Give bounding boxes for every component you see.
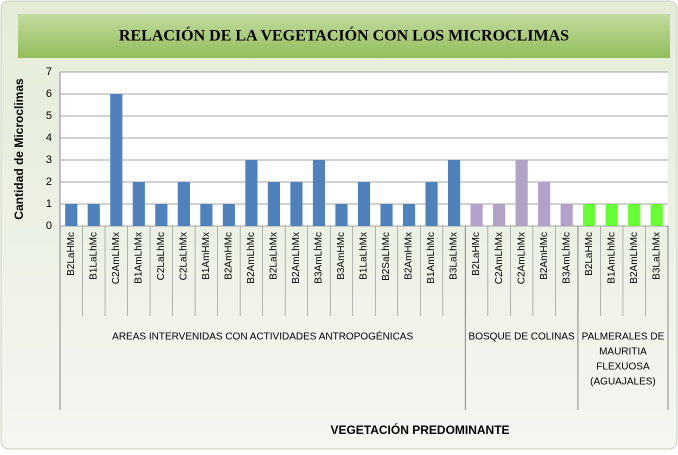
bar bbox=[605, 204, 618, 226]
bar bbox=[628, 204, 641, 226]
bar bbox=[425, 182, 438, 226]
bar bbox=[110, 94, 123, 226]
bar bbox=[357, 182, 371, 226]
x-tick-label: B3AmLhMc bbox=[314, 232, 325, 284]
bar bbox=[583, 204, 596, 226]
x-tick-label: B2AmHMc bbox=[224, 232, 235, 280]
x-tick-label: B3AmLhMc bbox=[561, 232, 572, 284]
bar bbox=[87, 204, 100, 226]
group-label: BOSQUE DE COLINAS bbox=[469, 332, 575, 343]
x-tick-label: B3AmHMc bbox=[336, 232, 347, 280]
bar bbox=[402, 204, 416, 226]
bar bbox=[515, 160, 528, 226]
group-label: AREAS INTERVENIDAS CON ACTIVIDADES ANTRO… bbox=[112, 330, 413, 343]
x-tick-label: B2AmLhMx bbox=[291, 232, 302, 284]
x-tick-label: C2AmLhMx bbox=[516, 232, 527, 284]
x-tick-label: C2LaLhMx bbox=[178, 232, 189, 280]
x-tick-label: B1AmLhMx bbox=[133, 232, 144, 284]
x-tick-label: B1AmHMx bbox=[201, 232, 212, 280]
x-tick-label: B1LaLhMc bbox=[88, 232, 99, 280]
x-tick-label: B2AmHMc bbox=[539, 232, 550, 280]
bar bbox=[650, 204, 663, 226]
bar bbox=[290, 182, 303, 226]
y-tick-label: 6 bbox=[46, 88, 52, 100]
bar bbox=[267, 182, 281, 226]
group-label: (AGUAJALES) bbox=[590, 377, 656, 388]
bar bbox=[177, 182, 190, 226]
bar bbox=[65, 204, 78, 226]
x-tick-label: B3LaLhMx bbox=[651, 232, 662, 280]
x-tick-label: B2LaHMc bbox=[471, 232, 482, 276]
bar bbox=[312, 160, 326, 226]
y-tick-label: 0 bbox=[46, 220, 52, 232]
y-tick-label: 5 bbox=[46, 110, 52, 122]
bar bbox=[132, 182, 145, 226]
x-tick-label: B1AmLhMc bbox=[426, 232, 437, 284]
bar bbox=[245, 160, 258, 226]
bar bbox=[200, 204, 213, 226]
x-tick-label: B2AmLhMc bbox=[246, 232, 257, 284]
bar bbox=[493, 204, 506, 226]
y-tick-label: 1 bbox=[46, 198, 52, 210]
x-tick-label: C2AmLhMx bbox=[111, 232, 122, 284]
x-tick-label: B2LaHMc bbox=[66, 232, 77, 276]
x-tick-label: B2AmHMx bbox=[404, 232, 415, 280]
bar bbox=[470, 204, 483, 226]
group-label: MAURITIA bbox=[599, 347, 647, 358]
y-tick-label: 2 bbox=[46, 176, 52, 188]
x-tick-label: C2LaLhMc bbox=[156, 232, 167, 280]
y-tick-label: 3 bbox=[46, 154, 52, 166]
bar bbox=[447, 160, 461, 226]
x-tick-label: B2SaLhMc bbox=[381, 232, 392, 281]
bar bbox=[335, 204, 348, 226]
y-tick-label: 7 bbox=[46, 66, 52, 78]
x-axis-label: VEGETACIÓN PREDOMINANTE bbox=[330, 422, 509, 437]
x-tick-label: B3LaLhMx bbox=[449, 232, 460, 280]
x-tick-label: B1LaLhMx bbox=[359, 232, 370, 280]
y-tick-label: 4 bbox=[46, 132, 52, 144]
y-axis-label: Cantidad de Microclimas bbox=[12, 78, 26, 220]
x-tick-label: B2LaLhMx bbox=[269, 232, 280, 280]
x-tick-label: C2AmLhMx bbox=[494, 232, 505, 284]
x-tick-label: B1AmLhMc bbox=[606, 232, 617, 284]
title-box bbox=[18, 14, 670, 58]
group-label: PALMERALES DE bbox=[582, 332, 665, 343]
chart-title: RELACIÓN DE LA VEGETACIÓN CON LOS MICROC… bbox=[119, 26, 569, 45]
bar bbox=[380, 204, 393, 226]
group-label: FLEXUOSA bbox=[596, 362, 650, 373]
bar bbox=[538, 182, 551, 226]
x-tick-label: B2AmLhMc bbox=[629, 232, 640, 284]
bar bbox=[155, 204, 168, 226]
x-tick-label: B2LaHMc bbox=[584, 232, 595, 276]
bar bbox=[222, 204, 235, 226]
bar bbox=[560, 204, 573, 226]
